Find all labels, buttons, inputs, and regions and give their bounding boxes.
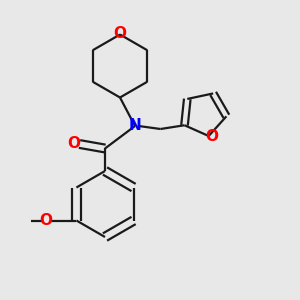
Text: O: O	[113, 26, 127, 40]
Text: O: O	[68, 136, 81, 151]
Text: O: O	[205, 128, 218, 143]
Text: N: N	[129, 118, 141, 134]
Text: O: O	[39, 213, 52, 228]
